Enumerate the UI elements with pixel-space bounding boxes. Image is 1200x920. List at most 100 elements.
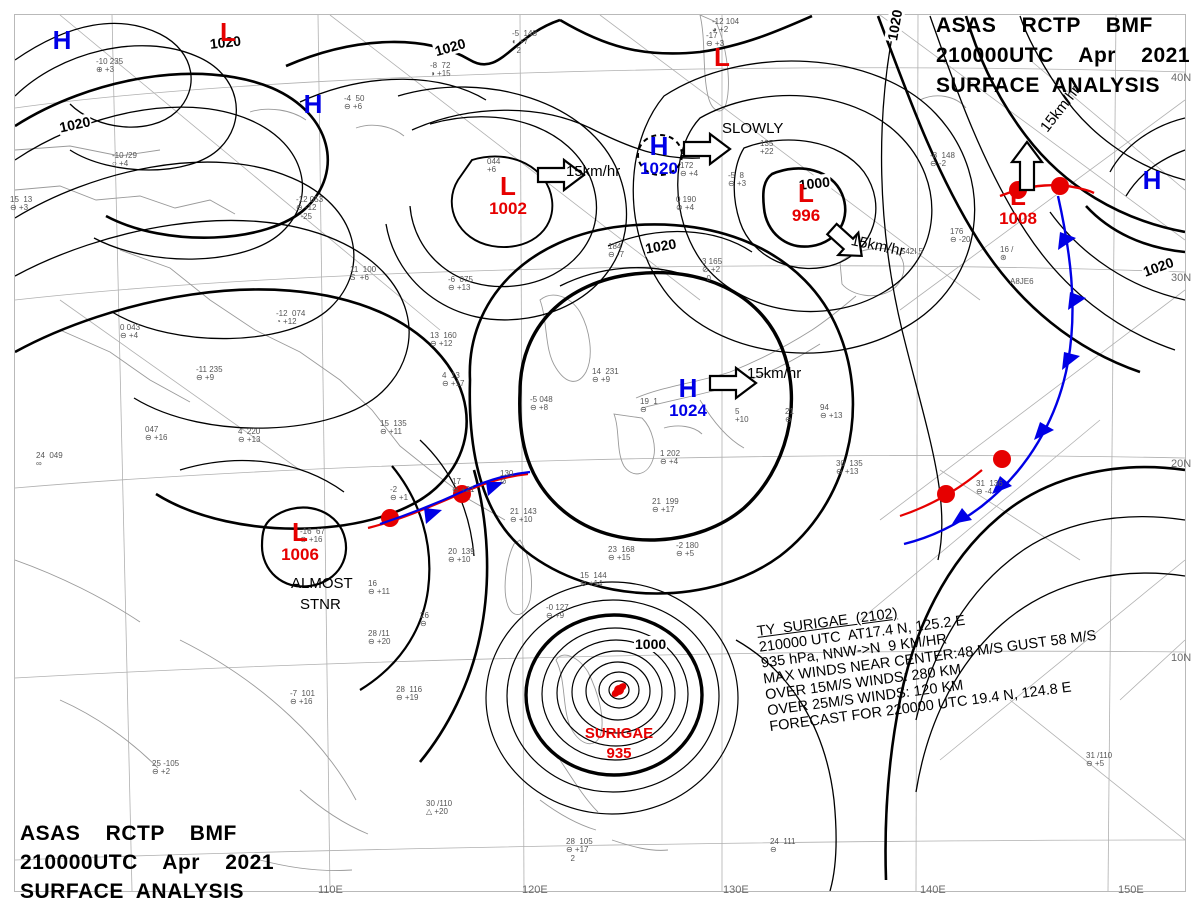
station-plot: -7 101 ⊖ +16 [290, 689, 315, 707]
station-plot: -2 180 ⊖ +5 [676, 541, 699, 559]
station-plot: 3 165 ⊘ +2 0 [702, 257, 723, 283]
chart-frame-border [14, 14, 1186, 892]
high-symbol: H [678, 373, 698, 404]
station-plot: 1 202 ⊖ +4 [660, 449, 681, 467]
typhoon-name-label: SURIGAE [584, 725, 654, 742]
typhoon-pressure-label: 935 [606, 745, 632, 762]
station-plot: 28 105 ⊖ +17 2 [566, 837, 593, 863]
pressure-center-l: L [714, 44, 730, 70]
station-plot: 21 199 ⊖ +17 [652, 497, 679, 515]
high-symbol: H [52, 25, 72, 55]
cold-front-barbs-mid [424, 482, 504, 524]
pressure-center-h: H [53, 27, 72, 53]
station-plot: -5 048 ⊖ +8 [530, 395, 553, 413]
pressure-value: 1002 [489, 199, 527, 219]
station-plot: 044 +6 [487, 157, 501, 175]
station-plot: -16 67 ⊖ +16 [300, 527, 325, 545]
station-plot: 94 ⊖ +13 [820, 403, 843, 421]
latitude-label: 10N [1171, 652, 1192, 664]
pressure-value: 1020 [640, 159, 678, 179]
isobar-label: 1000 [634, 636, 668, 652]
station-plot: -2 ⊖ +1 [390, 485, 409, 503]
low-symbol: L [292, 517, 308, 548]
pressure-center-l: L [220, 19, 236, 45]
motion-arrow-low1008 [1009, 140, 1045, 192]
high-symbol: H [649, 131, 669, 162]
motion-label: STNR [300, 596, 341, 613]
low-symbol: L [500, 171, 516, 202]
station-plot: 30 /110 △ +20 [426, 799, 453, 817]
dashed-circle-high-1020 [637, 134, 683, 176]
pressure-center-l: L 1002 [489, 173, 527, 219]
station-plot: 14 231 ⊖ +9 [592, 367, 619, 385]
low-symbol: L [714, 42, 730, 72]
station-plot: 0 043 ⊖ +4 [120, 323, 141, 341]
pressure-center-h: H 1020 [640, 133, 678, 179]
station-plot: 30 135 ⊖ +13 [836, 459, 863, 477]
station-plot: 21 143 ⊖ +10 [510, 507, 537, 525]
station-plot: 13 160 ⊖ +12 [430, 331, 457, 349]
longitude-label: 130E [723, 884, 749, 896]
motion-arrow-high1020 [682, 131, 732, 167]
station-plot: S42I 5 [900, 247, 924, 256]
pressure-value: 1008 [999, 209, 1037, 229]
station-plot: 135 +22 [760, 139, 774, 157]
station-plot: 24 049 ∞ [36, 451, 63, 469]
station-plot: -12 104 ◕ +2 [712, 17, 740, 35]
station-plot: 4 13 ⊖ +17 [442, 371, 465, 389]
pressure-center-h: H [1143, 167, 1162, 193]
motion-arrow-low1002 [536, 157, 586, 193]
station-plot: -17 ⊖ +3 [706, 31, 725, 49]
station-plot: -12 074 ◔ +12 [276, 309, 306, 327]
motion-label: 15km/hr [747, 365, 802, 382]
station-plot: 11 100 S +6 [350, 265, 377, 283]
pressure-center-h: H [304, 91, 323, 117]
longitude-label: 110E [318, 884, 343, 896]
pressure-value: 1024 [669, 401, 707, 421]
pressure-center-h: H 1024 [669, 375, 707, 421]
station-plot: -10 /29 ○ +4 [112, 151, 137, 169]
motion-arrow-low996 [825, 222, 863, 258]
station-plot: 20 139 ⊖ +10 [448, 547, 475, 565]
cold-front-barbs-ne [952, 232, 1086, 524]
low-symbol: L [798, 178, 814, 209]
header-bottom-line2: 210000UTC Apr 2021 [20, 851, 275, 874]
station-plot: 16 / ⊛ [1000, 245, 1014, 263]
pressure-center-l: L 1006 [281, 519, 319, 565]
station-plot: 172 ⊖ +4 [680, 161, 699, 179]
longitude-label: 120E [522, 884, 548, 896]
station-plot: 0 190 ⊘ +4 [676, 195, 697, 213]
station-plot: 28 /11 ⊖ +20 [368, 629, 391, 647]
low-symbol: L [220, 17, 236, 47]
station-plot: 184 ⊖ -7 [608, 242, 625, 260]
station-plot: 17 ⊖ +21 [452, 477, 475, 495]
station-plot: -5 148 ◐ +7 2 [512, 29, 537, 55]
station-plot: 16 ⊖ +11 [368, 579, 390, 597]
pressure-center-l: L 1008 [999, 183, 1037, 229]
motion-label: 15km/hr [566, 163, 621, 180]
motion-label: SLOWLY [722, 120, 784, 137]
station-plot: -12 053 ⊖ -12 ‑25 [296, 195, 324, 221]
header-top-line1: ASAS RCTP BMF [936, 14, 1153, 37]
station-plot: 176 ⊖ -20 [950, 227, 971, 245]
motion-label: ALMOST [291, 575, 353, 592]
station-plot: 24 111 ⊖ [770, 837, 796, 855]
station-plot: -6 075 ⊖ +13 [448, 275, 473, 293]
station-plot: -8 148 ⊖ -2 [930, 151, 955, 169]
station-plot: 31 136 ⊖ -4 [976, 479, 1003, 497]
station-plot: 047 ⊖ +16 [145, 425, 168, 443]
header-bottom-line1: ASAS RCTP BMF [20, 822, 237, 845]
cold-front-line-ne [903, 195, 1074, 546]
station-plot: -4 50 ⊖ +6 [344, 94, 365, 112]
pressure-value: 996 [791, 206, 821, 226]
station-plot: 5 +10 [735, 407, 749, 425]
station-plot: -8 72 ◑ +15 [430, 61, 451, 79]
latitude-label: 20N [1171, 458, 1192, 470]
latitude-label: 40N [1171, 72, 1192, 84]
station-plot: -11 235 ⊖ +9 [196, 365, 223, 383]
